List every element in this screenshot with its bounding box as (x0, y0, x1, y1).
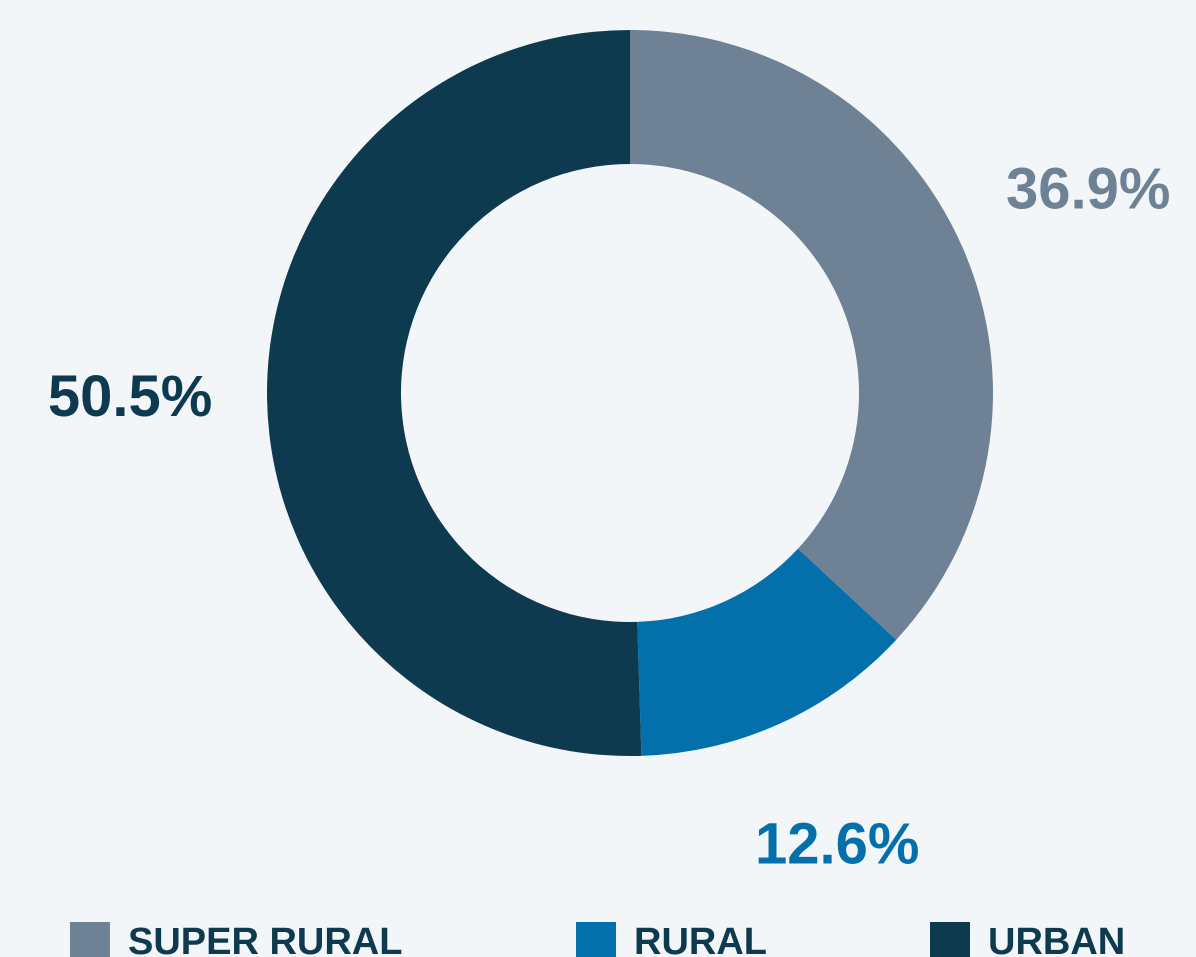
slice (267, 30, 642, 756)
value-label: 36.9% (1006, 156, 1170, 221)
legend-swatch (70, 922, 110, 957)
legend-label: SUPER RURAL (128, 921, 402, 957)
legend-label: RURAL (634, 921, 767, 957)
legend-label: URBAN (988, 921, 1125, 957)
slice (630, 30, 994, 640)
value-label: 50.5% (48, 364, 212, 429)
legend-swatch (930, 922, 970, 957)
value-label: 12.6% (755, 811, 919, 876)
slice (637, 548, 897, 756)
legend-swatch (576, 922, 616, 957)
